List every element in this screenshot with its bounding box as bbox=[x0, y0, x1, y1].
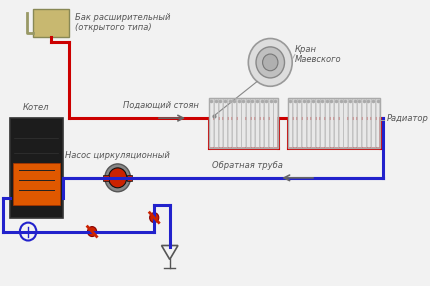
FancyBboxPatch shape bbox=[330, 99, 333, 147]
FancyBboxPatch shape bbox=[302, 99, 306, 147]
FancyBboxPatch shape bbox=[255, 99, 259, 147]
FancyBboxPatch shape bbox=[293, 99, 296, 147]
FancyBboxPatch shape bbox=[288, 99, 292, 147]
FancyBboxPatch shape bbox=[297, 99, 301, 147]
FancyBboxPatch shape bbox=[264, 99, 268, 147]
FancyBboxPatch shape bbox=[311, 99, 315, 147]
FancyBboxPatch shape bbox=[228, 99, 231, 147]
FancyBboxPatch shape bbox=[209, 98, 278, 148]
FancyBboxPatch shape bbox=[10, 118, 63, 218]
Text: Кран
Маевского: Кран Маевского bbox=[295, 45, 341, 64]
FancyBboxPatch shape bbox=[320, 99, 324, 147]
FancyBboxPatch shape bbox=[214, 99, 218, 147]
FancyBboxPatch shape bbox=[269, 99, 273, 147]
FancyBboxPatch shape bbox=[218, 99, 222, 147]
Text: Подающий стоян: Подающий стоян bbox=[123, 101, 199, 110]
Circle shape bbox=[108, 168, 127, 188]
FancyBboxPatch shape bbox=[344, 99, 347, 147]
Circle shape bbox=[88, 227, 97, 237]
FancyBboxPatch shape bbox=[12, 163, 60, 205]
Text: Котел: Котел bbox=[23, 103, 49, 112]
FancyBboxPatch shape bbox=[232, 99, 236, 147]
FancyBboxPatch shape bbox=[209, 99, 213, 147]
FancyBboxPatch shape bbox=[334, 99, 338, 147]
Circle shape bbox=[256, 47, 285, 78]
FancyBboxPatch shape bbox=[127, 175, 132, 181]
FancyBboxPatch shape bbox=[362, 99, 366, 147]
Circle shape bbox=[263, 54, 278, 71]
FancyBboxPatch shape bbox=[103, 175, 108, 181]
FancyBboxPatch shape bbox=[251, 99, 254, 147]
FancyBboxPatch shape bbox=[325, 99, 329, 147]
FancyBboxPatch shape bbox=[237, 99, 240, 147]
FancyBboxPatch shape bbox=[339, 99, 343, 147]
FancyBboxPatch shape bbox=[371, 99, 375, 147]
Text: Бак расширительный
(открытого типа): Бак расширительный (открытого типа) bbox=[75, 13, 170, 32]
Text: Радиатор: Радиатор bbox=[386, 114, 428, 123]
FancyBboxPatch shape bbox=[273, 99, 277, 147]
FancyBboxPatch shape bbox=[316, 99, 319, 147]
Text: Обратная труба: Обратная труба bbox=[212, 161, 283, 170]
FancyBboxPatch shape bbox=[288, 98, 380, 148]
Circle shape bbox=[249, 39, 292, 86]
FancyBboxPatch shape bbox=[357, 99, 361, 147]
Circle shape bbox=[150, 213, 159, 223]
FancyBboxPatch shape bbox=[353, 99, 356, 147]
Circle shape bbox=[105, 164, 130, 192]
FancyBboxPatch shape bbox=[376, 99, 379, 147]
FancyBboxPatch shape bbox=[246, 99, 250, 147]
Text: Насос циркуляционный: Насос циркуляционный bbox=[65, 151, 170, 160]
FancyBboxPatch shape bbox=[242, 99, 245, 147]
FancyBboxPatch shape bbox=[307, 99, 310, 147]
FancyBboxPatch shape bbox=[223, 99, 227, 147]
FancyBboxPatch shape bbox=[366, 99, 370, 147]
FancyBboxPatch shape bbox=[260, 99, 264, 147]
FancyBboxPatch shape bbox=[348, 99, 352, 147]
FancyBboxPatch shape bbox=[33, 9, 69, 37]
